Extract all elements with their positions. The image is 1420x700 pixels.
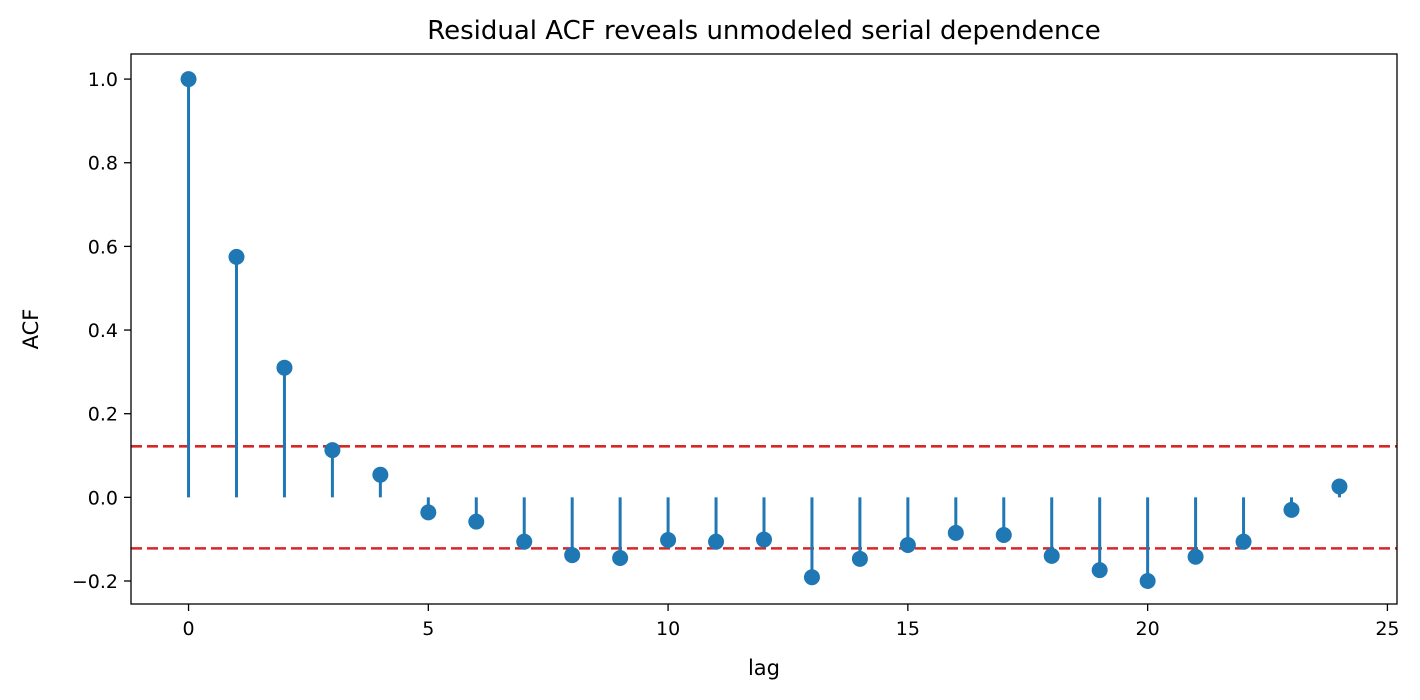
plot-area (131, 71, 1397, 589)
acf-point (564, 547, 581, 564)
y-tick-label: 1.0 (88, 69, 118, 91)
acf-point (276, 359, 293, 376)
acf-point (899, 537, 916, 554)
acf-point (1187, 548, 1204, 565)
acf-point (516, 533, 533, 550)
acf-point (468, 513, 485, 530)
y-tick-label: 0.0 (88, 487, 118, 509)
acf-point (803, 569, 820, 586)
acf-point (324, 442, 341, 459)
axis-ticks: 0 5 10 15 20 25 −0.2 0.0 0.2 0.4 0.6 0.8 1.0 (72, 69, 1400, 640)
acf-point (995, 526, 1012, 543)
acf-point (660, 532, 677, 549)
acf-point (180, 71, 197, 88)
chart-title: Residual ACF reveals unmodeled serial de… (427, 16, 1101, 46)
acf-point (228, 248, 245, 265)
acf-point (1091, 562, 1108, 579)
x-tick-label: 0 (182, 618, 194, 640)
acf-point (1139, 572, 1156, 589)
y-tick-label: 0.6 (88, 236, 118, 258)
acf-point (851, 550, 868, 567)
acf-point (708, 533, 725, 550)
x-tick-label: 5 (422, 618, 434, 640)
y-axis-label: ACF (19, 309, 43, 350)
acf-point (1235, 533, 1252, 550)
acf-point (420, 504, 437, 521)
x-tick-label: 20 (1136, 618, 1160, 640)
x-axis-label: lag (748, 656, 780, 680)
y-tick-label: 0.8 (88, 153, 118, 175)
acf-point (756, 531, 772, 548)
y-tick-label: 0.4 (88, 320, 118, 342)
x-tick-label: 15 (896, 618, 920, 640)
y-tick-label: −0.2 (72, 571, 118, 593)
acf-point (372, 466, 389, 483)
acf-point (1043, 547, 1060, 564)
x-tick-label: 10 (656, 618, 680, 640)
acf-point (1331, 478, 1348, 495)
acf-point (1283, 501, 1300, 518)
plot-frame (130, 53, 1398, 605)
acf-point (612, 549, 629, 566)
acf-point (947, 524, 964, 541)
x-tick-label: 25 (1375, 618, 1399, 640)
y-tick-label: 0.2 (88, 404, 118, 426)
